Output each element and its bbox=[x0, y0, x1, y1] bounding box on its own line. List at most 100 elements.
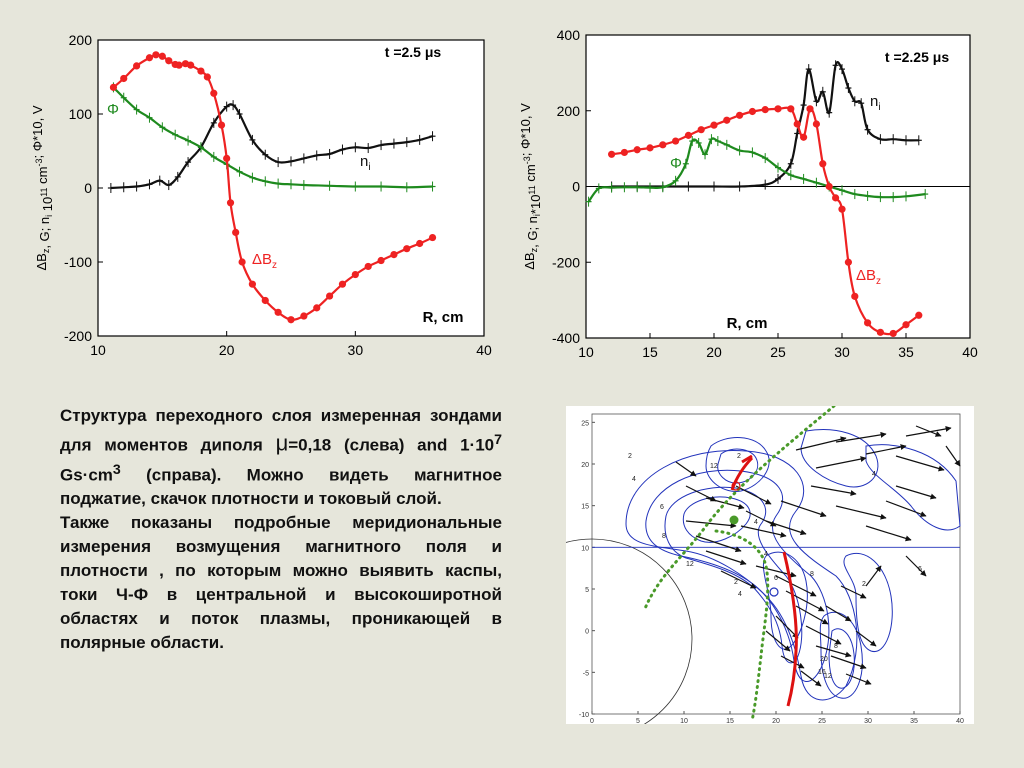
data-point bbox=[145, 54, 154, 62]
data-point bbox=[672, 137, 680, 145]
data-point bbox=[326, 292, 334, 300]
separatrix-dotted-curve bbox=[642, 404, 836, 613]
flow-arrow bbox=[805, 625, 842, 645]
data-point bbox=[428, 233, 437, 242]
meridional-map-panel: 0 5 10 15 20 25 30 35 40 -10 -5 0 5 10 15 20 25 2 4 6 8 12 2 4 1… bbox=[491, 404, 974, 740]
data-point bbox=[800, 133, 808, 141]
probe-dot bbox=[729, 515, 739, 525]
caption-paragraph-1: Структура переходного слоя измеренная зо… bbox=[60, 406, 502, 509]
x-tick-label: 20 bbox=[219, 342, 235, 358]
map-y-tick-label: 20 bbox=[581, 462, 589, 469]
data-point bbox=[197, 67, 205, 75]
x-tick-label: 35 bbox=[898, 344, 914, 360]
data-point bbox=[351, 270, 359, 279]
flow-arrow bbox=[895, 485, 937, 500]
data-point bbox=[133, 62, 141, 70]
data-point bbox=[217, 121, 226, 129]
data-point bbox=[697, 126, 705, 134]
current-line bbox=[730, 456, 754, 491]
flow-arrow bbox=[865, 525, 912, 542]
data-point bbox=[844, 258, 852, 266]
data-point bbox=[736, 111, 744, 119]
current-marker-ring bbox=[769, 587, 779, 597]
flow-arrow bbox=[835, 431, 887, 443]
data-point bbox=[300, 312, 308, 320]
cusp-dotted-curve bbox=[714, 529, 770, 723]
map-y-tick-label: 15 bbox=[581, 504, 589, 511]
caption-paragraph-2: Также показаны подробные меридиональные … bbox=[60, 513, 502, 653]
data-point bbox=[109, 83, 118, 91]
data-point bbox=[313, 304, 321, 312]
x-tick-label: 15 bbox=[642, 344, 658, 360]
map-x-tick-label: 20 bbox=[772, 718, 780, 724]
flow-arrow bbox=[825, 605, 852, 622]
flow-arrow bbox=[695, 535, 742, 553]
time-annotation: t =2.5 μs bbox=[385, 44, 442, 60]
flow-arrow bbox=[795, 436, 847, 451]
data-point bbox=[274, 308, 282, 316]
x-tick-label: 40 bbox=[962, 344, 978, 360]
data-point bbox=[748, 107, 756, 116]
map-y-tick-label: 10 bbox=[581, 545, 589, 552]
data-point bbox=[165, 57, 173, 65]
data-point bbox=[620, 148, 628, 157]
y-tick-label: 200 bbox=[557, 103, 581, 119]
data-point bbox=[226, 199, 235, 207]
data-point bbox=[793, 120, 801, 128]
y-axis-label: ΔBz, G; ni 1011 cm-3; Φ*10, V bbox=[30, 105, 55, 270]
contour-line bbox=[828, 628, 855, 689]
contour-label: 12 bbox=[824, 673, 832, 680]
y-tick-label: 0 bbox=[572, 179, 580, 195]
contour-label: 20 bbox=[820, 656, 828, 663]
flow-arrow bbox=[685, 485, 717, 502]
x-axis-label: R, cm bbox=[423, 309, 464, 326]
map-x-tick-label: 15 bbox=[726, 718, 734, 724]
y-tick-label: -200 bbox=[64, 328, 92, 344]
flow-arrow bbox=[855, 630, 877, 647]
contour-label: 8 bbox=[810, 571, 814, 578]
data-point bbox=[761, 106, 769, 114]
data-point bbox=[403, 245, 411, 253]
flow-arrow bbox=[720, 570, 757, 589]
data-point bbox=[248, 280, 256, 288]
data-point bbox=[377, 256, 385, 265]
data-point bbox=[915, 311, 923, 319]
y-tick-label: 0 bbox=[84, 180, 92, 196]
series-label-dbz: ΔBz bbox=[252, 251, 277, 271]
data-point bbox=[819, 160, 827, 168]
data-point bbox=[889, 329, 897, 338]
contour-label: 4 bbox=[764, 551, 768, 558]
chart-right: 10 15 20 25 30 35 40 -400 -200 0 200 400 R, cm ΔBz, G… bbox=[518, 27, 978, 360]
data-point bbox=[232, 228, 240, 236]
data-point bbox=[364, 262, 372, 271]
flow-arrow bbox=[885, 500, 927, 517]
x-tick-label: 10 bbox=[90, 342, 106, 358]
data-point bbox=[152, 51, 160, 59]
contour-label: 2 bbox=[862, 581, 866, 588]
x-tick-label: 20 bbox=[706, 344, 722, 360]
contour-line bbox=[865, 444, 961, 531]
data-point bbox=[851, 292, 859, 300]
contour-line bbox=[664, 486, 803, 664]
map-y-tick-label: 5 bbox=[585, 587, 589, 594]
y-tick-label: -400 bbox=[552, 330, 580, 346]
contour-line bbox=[705, 437, 770, 492]
contour-label: 2 bbox=[734, 579, 738, 586]
contour-label: 16 bbox=[818, 669, 826, 676]
flow-arrow bbox=[840, 585, 867, 599]
series-label-ni: ni bbox=[870, 93, 881, 113]
flow-arrow bbox=[745, 510, 777, 527]
data-point bbox=[338, 280, 347, 288]
contour-label: 12 bbox=[710, 463, 718, 470]
map-x-tick-label: 25 bbox=[818, 718, 826, 724]
x-tick-label: 30 bbox=[348, 342, 364, 358]
contour-label: 6 bbox=[774, 575, 778, 582]
x-tick-label: 40 bbox=[476, 342, 492, 358]
x-tick-label: 30 bbox=[834, 344, 850, 360]
flow-arrow bbox=[795, 605, 829, 625]
x-tick-label: 10 bbox=[578, 344, 594, 360]
contour-label: 4 bbox=[872, 471, 876, 478]
series-label-ni: ni bbox=[360, 153, 371, 173]
y-tick-label: 200 bbox=[69, 32, 93, 48]
contour-label: 2 bbox=[737, 453, 741, 460]
